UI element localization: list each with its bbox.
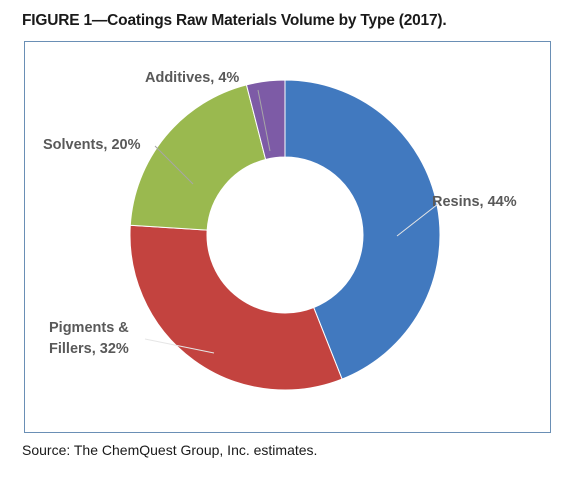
source-note: Source: The ChemQuest Group, Inc. estima… — [22, 442, 318, 458]
leader-line — [396, 203, 439, 237]
data-label-pigments-fillers: Pigments & Fillers, 32% — [49, 320, 129, 357]
chart-frame: Resins, 44% Pigments & Fillers, 32% Solvent… — [24, 41, 551, 433]
slice-additives — [245, 79, 286, 161]
donut-chart: Resins, 44% Pigments & Fillers, 32% Solvent… — [43, 70, 517, 391]
leader-line — [257, 89, 271, 152]
slice-solvents — [129, 84, 267, 231]
figure-title: FIGURE 1—Coatings Raw Materials Volume b… — [22, 12, 447, 29]
slice-pigments-fillers — [129, 224, 343, 391]
slice-resins — [284, 79, 441, 380]
data-label-additives: Additives, 4% — [145, 70, 239, 86]
leader-line — [154, 145, 194, 185]
data-label-resins: Resins, 44% — [432, 194, 517, 210]
data-label-solvents: Solvents, 20% — [43, 137, 141, 153]
leader-line — [144, 338, 215, 354]
